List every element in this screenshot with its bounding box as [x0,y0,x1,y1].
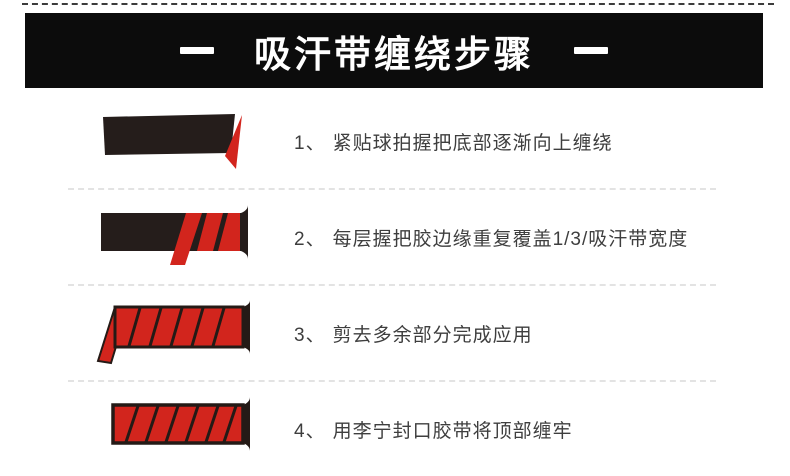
handle-fully-wrapped-tail-icon [96,300,250,365]
step-1-illustration [96,105,266,177]
step-1-caption: 紧贴球拍握把底部逐渐向上缠绕 [332,132,613,154]
header-banner: 吸汗带缠绕步骤 [25,13,763,88]
step-3-number: 3、 [294,324,326,346]
dashed-separator-2 [68,284,716,286]
title-dash-left-icon [180,47,214,54]
step-3-illustration [96,297,266,369]
step-2-illustration [96,201,266,273]
step-row-1: 1、 紧贴球拍握把底部逐渐向上缠绕 [0,94,790,188]
dashed-separator-1 [68,188,716,190]
step-2-text: 2、 每层握把胶边缘重复覆盖1/3/吸汗带宽度 [294,224,688,251]
step-row-2: 2、 每层握把胶边缘重复覆盖1/3/吸汗带宽度 [0,190,790,284]
step-3-text: 3、 剪去多余部分完成应用 [294,320,533,347]
step-1-text: 1、 紧贴球拍握把底部逐渐向上缠绕 [294,128,613,155]
steps-list: 1、 紧贴球拍握把底部逐渐向上缠绕 2、 每层握把胶边缘重复覆盖1/3/吸汗带宽度 [0,94,790,476]
page-title: 吸汗带缠绕步骤 [254,33,534,75]
step-2-number: 2、 [294,228,326,250]
step-4-illustration [96,393,266,465]
step-row-4: 4、 用李宁封口胶带将顶部缠牢 [0,382,790,476]
step-4-text: 4、 用李宁封口胶带将顶部缠牢 [294,416,573,443]
step-2-caption: 每层握把胶边缘重复覆盖1/3/吸汗带宽度 [332,228,689,250]
title-dash-right-icon [574,47,608,54]
handle-bare-tape-start-icon [103,114,242,169]
step-4-number: 4、 [294,420,326,442]
handle-wrapped-sealed-icon [111,397,250,451]
step-3-caption: 剪去多余部分完成应用 [332,324,533,346]
handle-half-wrapped-icon [101,205,248,265]
top-divider-rule [22,3,774,5]
dashed-separator-3 [68,380,716,382]
step-4-caption: 用李宁封口胶带将顶部缠牢 [332,420,573,442]
step-1-number: 1、 [294,132,326,154]
step-row-3: 3、 剪去多余部分完成应用 [0,286,790,380]
